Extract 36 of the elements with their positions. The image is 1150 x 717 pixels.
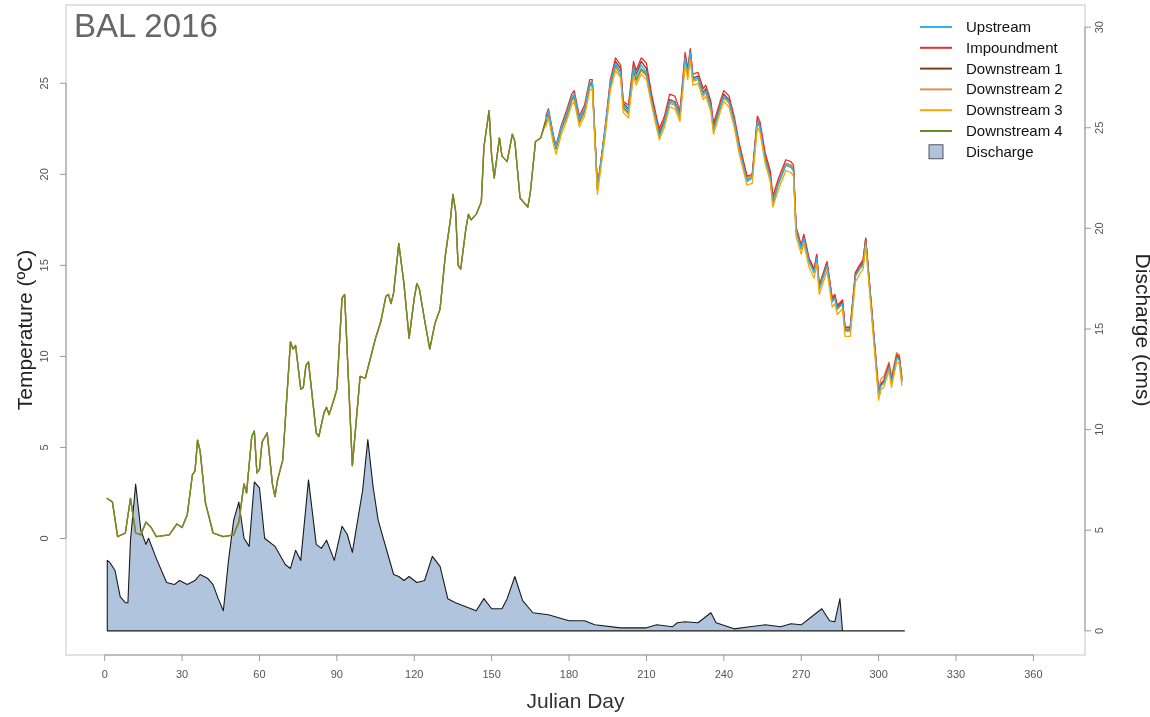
x-tick-label: 240 <box>714 668 734 680</box>
x-tick-label: 360 <box>1024 668 1043 680</box>
y-axis-title: Temperature (ºC) <box>13 249 36 411</box>
legend-label: Downstream 4 <box>966 122 1063 139</box>
y-tick-label: 25 <box>38 77 50 90</box>
y2-tick-label: 20 <box>1093 222 1105 235</box>
y-tick-label: 15 <box>38 259 50 272</box>
legend-label: Impoundment <box>966 38 1059 56</box>
x-tick-label: 210 <box>637 668 656 680</box>
x-tick-label: 270 <box>792 668 811 680</box>
x-axis-title: Julian Day <box>526 689 626 712</box>
legend-label: Downstream 1 <box>966 59 1063 77</box>
y2-tick-label: 0 <box>1093 627 1105 634</box>
y-tick-label: 20 <box>38 168 50 181</box>
y2-tick-label: 25 <box>1093 121 1105 134</box>
x-tick-label: 60 <box>253 668 266 680</box>
x-tick-label: 90 <box>330 668 343 680</box>
x-tick-label: 300 <box>869 668 888 680</box>
y2-tick-label: 15 <box>1093 322 1105 336</box>
chart-title: BAL 2016 <box>74 7 218 44</box>
x-tick-label: 180 <box>559 668 579 680</box>
legend-label: Downstream 3 <box>966 101 1063 119</box>
x-tick-label: 120 <box>405 668 424 680</box>
legend-label: Downstream 2 <box>966 80 1063 98</box>
y2-tick-label: 10 <box>1093 423 1105 436</box>
x-tick-label: 330 <box>946 668 966 680</box>
y-tick-label: 5 <box>38 444 50 451</box>
y-tick-label: 10 <box>38 350 50 363</box>
x-tick-label: 150 <box>482 668 501 680</box>
legend-label: Upstream <box>966 18 1032 35</box>
y2-tick-label: 5 <box>1093 527 1105 534</box>
x-tick-label: 0 <box>101 668 108 680</box>
x-tick-label: 30 <box>175 668 189 680</box>
y2-tick-label: 30 <box>1093 21 1105 34</box>
y-tick-label: 0 <box>38 535 50 542</box>
legend-label: Discharge <box>966 142 1034 160</box>
